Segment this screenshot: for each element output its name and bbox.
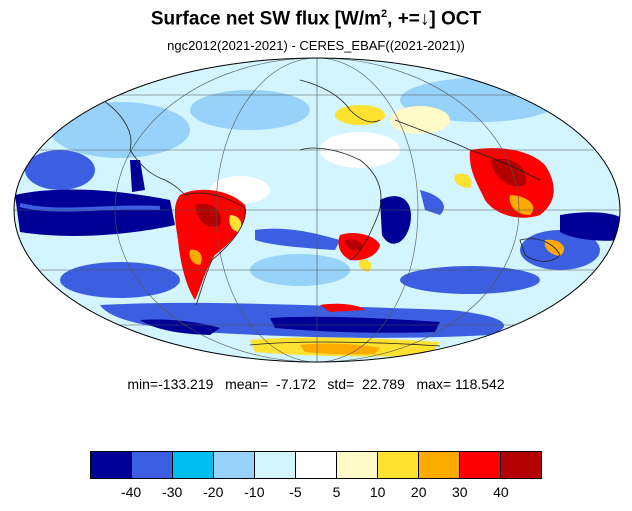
colorbar-swatch	[419, 452, 460, 478]
colorbar-tick-label: -30	[162, 484, 183, 500]
region-atlantic-indian	[255, 190, 444, 250]
coastlines	[94, 79, 561, 347]
colorbar-tick-label: 30	[452, 484, 468, 500]
colorbar-swatch	[255, 452, 296, 478]
colorbar-tick-label: -20	[203, 484, 224, 500]
colorbar-tick-label: -5	[289, 484, 302, 500]
colorbar-swatch	[91, 452, 132, 478]
region-southern-africa	[338, 233, 380, 272]
graticule	[14, 58, 620, 362]
colorbar-swatch	[378, 452, 419, 478]
colorbar-swatch	[337, 452, 378, 478]
colorbar-swatch	[132, 452, 173, 478]
statistics-text: min=-133.219 mean= -7.172 std= 22.789 ma…	[127, 376, 505, 392]
colorbar-tick-label: 20	[410, 484, 427, 500]
colorbar-tick-label: 5	[332, 484, 341, 500]
region-tropical-pacific	[15, 160, 620, 241]
colorbar-swatch	[460, 452, 501, 478]
colorbar-tick-label: -40	[120, 484, 142, 500]
colorbar-swatch	[296, 452, 337, 478]
map-subtitle: ngc2012(2021-2021) - CERES_EBAF((2021-20…	[167, 38, 465, 53]
region-south-america	[174, 189, 246, 300]
colorbar-tick-label: -10	[244, 484, 265, 500]
map-title: Surface net SW flux [W/m2, +=↓] OCT	[150, 8, 482, 30]
colorbar	[90, 451, 542, 479]
colorbar-tick-label: 40	[493, 484, 509, 500]
colorbar-swatch	[214, 452, 255, 478]
map-outline	[13, 57, 621, 363]
colorbar-swatch	[173, 452, 214, 478]
colorbar-labels: -40 -30 -20 -10 -5 5 10 20 30 40	[0, 484, 632, 504]
colorbar-swatch	[501, 452, 541, 478]
colorbar-tick-label: 10	[369, 484, 386, 500]
